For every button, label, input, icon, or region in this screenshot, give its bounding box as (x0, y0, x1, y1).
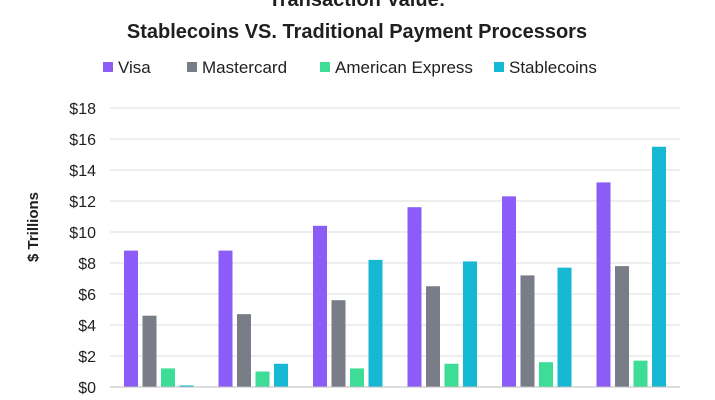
legend-swatch (103, 62, 113, 72)
y-tick-label: $16 (69, 132, 96, 149)
legend-label: American Express (335, 58, 473, 77)
bar-group (407, 207, 477, 387)
y-tick-label: $8 (78, 256, 96, 273)
y-tick-label: $12 (69, 194, 96, 211)
bar-stablecoins (463, 261, 477, 387)
legend-item: American Express (320, 58, 473, 77)
legend-item: Stablecoins (494, 58, 597, 77)
bar-visa (313, 225, 327, 387)
bar-mastercard (615, 266, 629, 387)
bar-visa (502, 196, 516, 387)
y-tick-label: $10 (69, 225, 96, 242)
bar-group (313, 225, 383, 387)
bar-stablecoins (652, 146, 666, 387)
bar-group (596, 146, 666, 387)
legend-swatch (187, 62, 197, 72)
bar-stablecoins (557, 267, 572, 387)
bar-american-express (633, 360, 648, 387)
bar-american-express (255, 371, 270, 387)
bars (124, 146, 666, 387)
bar-mastercard (331, 300, 346, 387)
bar-group (502, 196, 572, 387)
bar-american-express (444, 363, 459, 387)
bar-visa (596, 182, 611, 387)
gridlines (110, 107, 680, 357)
y-tick-label: $6 (78, 287, 96, 304)
y-tick-label: $14 (69, 163, 96, 180)
legend: Visa Mastercard American Express Stablecoin… (103, 58, 597, 77)
legend-label: Stablecoins (509, 58, 597, 77)
chart-title: Transaction Value: Stablecoins VS. Tradi… (127, 0, 587, 43)
bar-stablecoins (179, 385, 194, 387)
y-axis-label: $ Trillions (25, 192, 42, 262)
bar-mastercard (142, 315, 157, 387)
y-tick-label: $0 (78, 380, 96, 397)
bar-mastercard (237, 314, 251, 387)
bar-visa (124, 250, 138, 387)
bar-american-express (161, 368, 175, 387)
chart-title-line-2: Stablecoins VS. Traditional Payment Proc… (127, 21, 587, 43)
y-tick-label: $4 (78, 318, 96, 335)
legend-label: Mastercard (202, 58, 287, 77)
bar-group (218, 250, 288, 387)
y-tick-label: $18 (69, 101, 96, 118)
legend-item: Mastercard (187, 58, 287, 77)
chart-title-line-1: Transaction Value: (269, 0, 446, 11)
bar-mastercard (426, 286, 440, 387)
legend-swatch (320, 62, 330, 72)
y-axis-ticks: $0 $2 $4 $6 $8 $10 $12 $14 $16 $18 (69, 101, 96, 397)
bar-group (124, 250, 194, 387)
bar-mastercard (520, 275, 535, 387)
bar-american-express (350, 368, 364, 387)
bar-stablecoins (368, 259, 383, 387)
legend-item: Visa (103, 58, 151, 77)
bar-american-express (539, 362, 553, 387)
bar-visa (218, 250, 233, 387)
legend-swatch (494, 62, 504, 72)
y-tick-label: $2 (78, 349, 96, 366)
legend-label: Visa (118, 58, 151, 77)
bar-visa (407, 207, 422, 387)
bar-stablecoins (274, 363, 288, 387)
